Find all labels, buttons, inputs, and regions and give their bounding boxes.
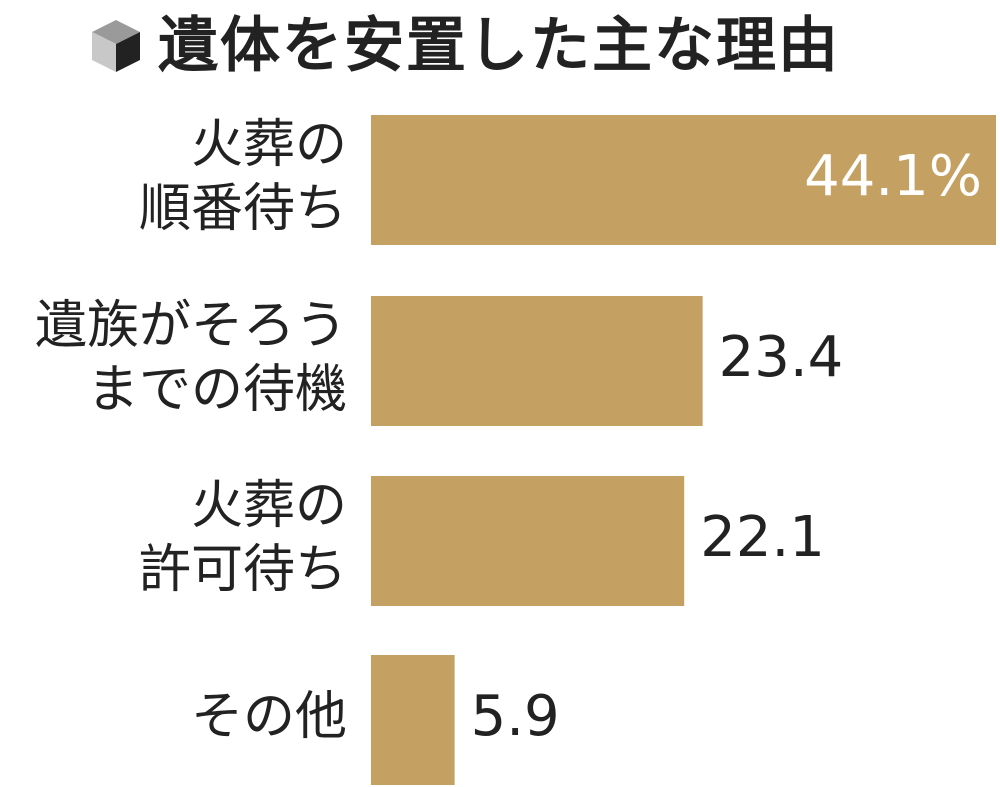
value-label: 22.1: [700, 505, 825, 570]
chart-title: 遺体を安置した主な理由: [158, 11, 840, 81]
bar: [371, 476, 685, 606]
value-label: 23.4: [719, 325, 844, 390]
category-label: 火葬の順番待ち: [139, 115, 347, 239]
bar: [371, 296, 703, 426]
cube-icon: [92, 20, 140, 72]
bar: [371, 115, 996, 245]
value-label: 5.9: [471, 684, 560, 749]
chart-title-row: 遺体を安置した主な理由: [88, 6, 840, 86]
value-label: 44.1%: [804, 144, 982, 209]
category-label: 遺族がそろうまでの待機: [35, 296, 347, 420]
category-label: その他: [191, 687, 347, 747]
category-label: 火葬の許可待ち: [139, 476, 347, 600]
bar: [371, 655, 455, 785]
